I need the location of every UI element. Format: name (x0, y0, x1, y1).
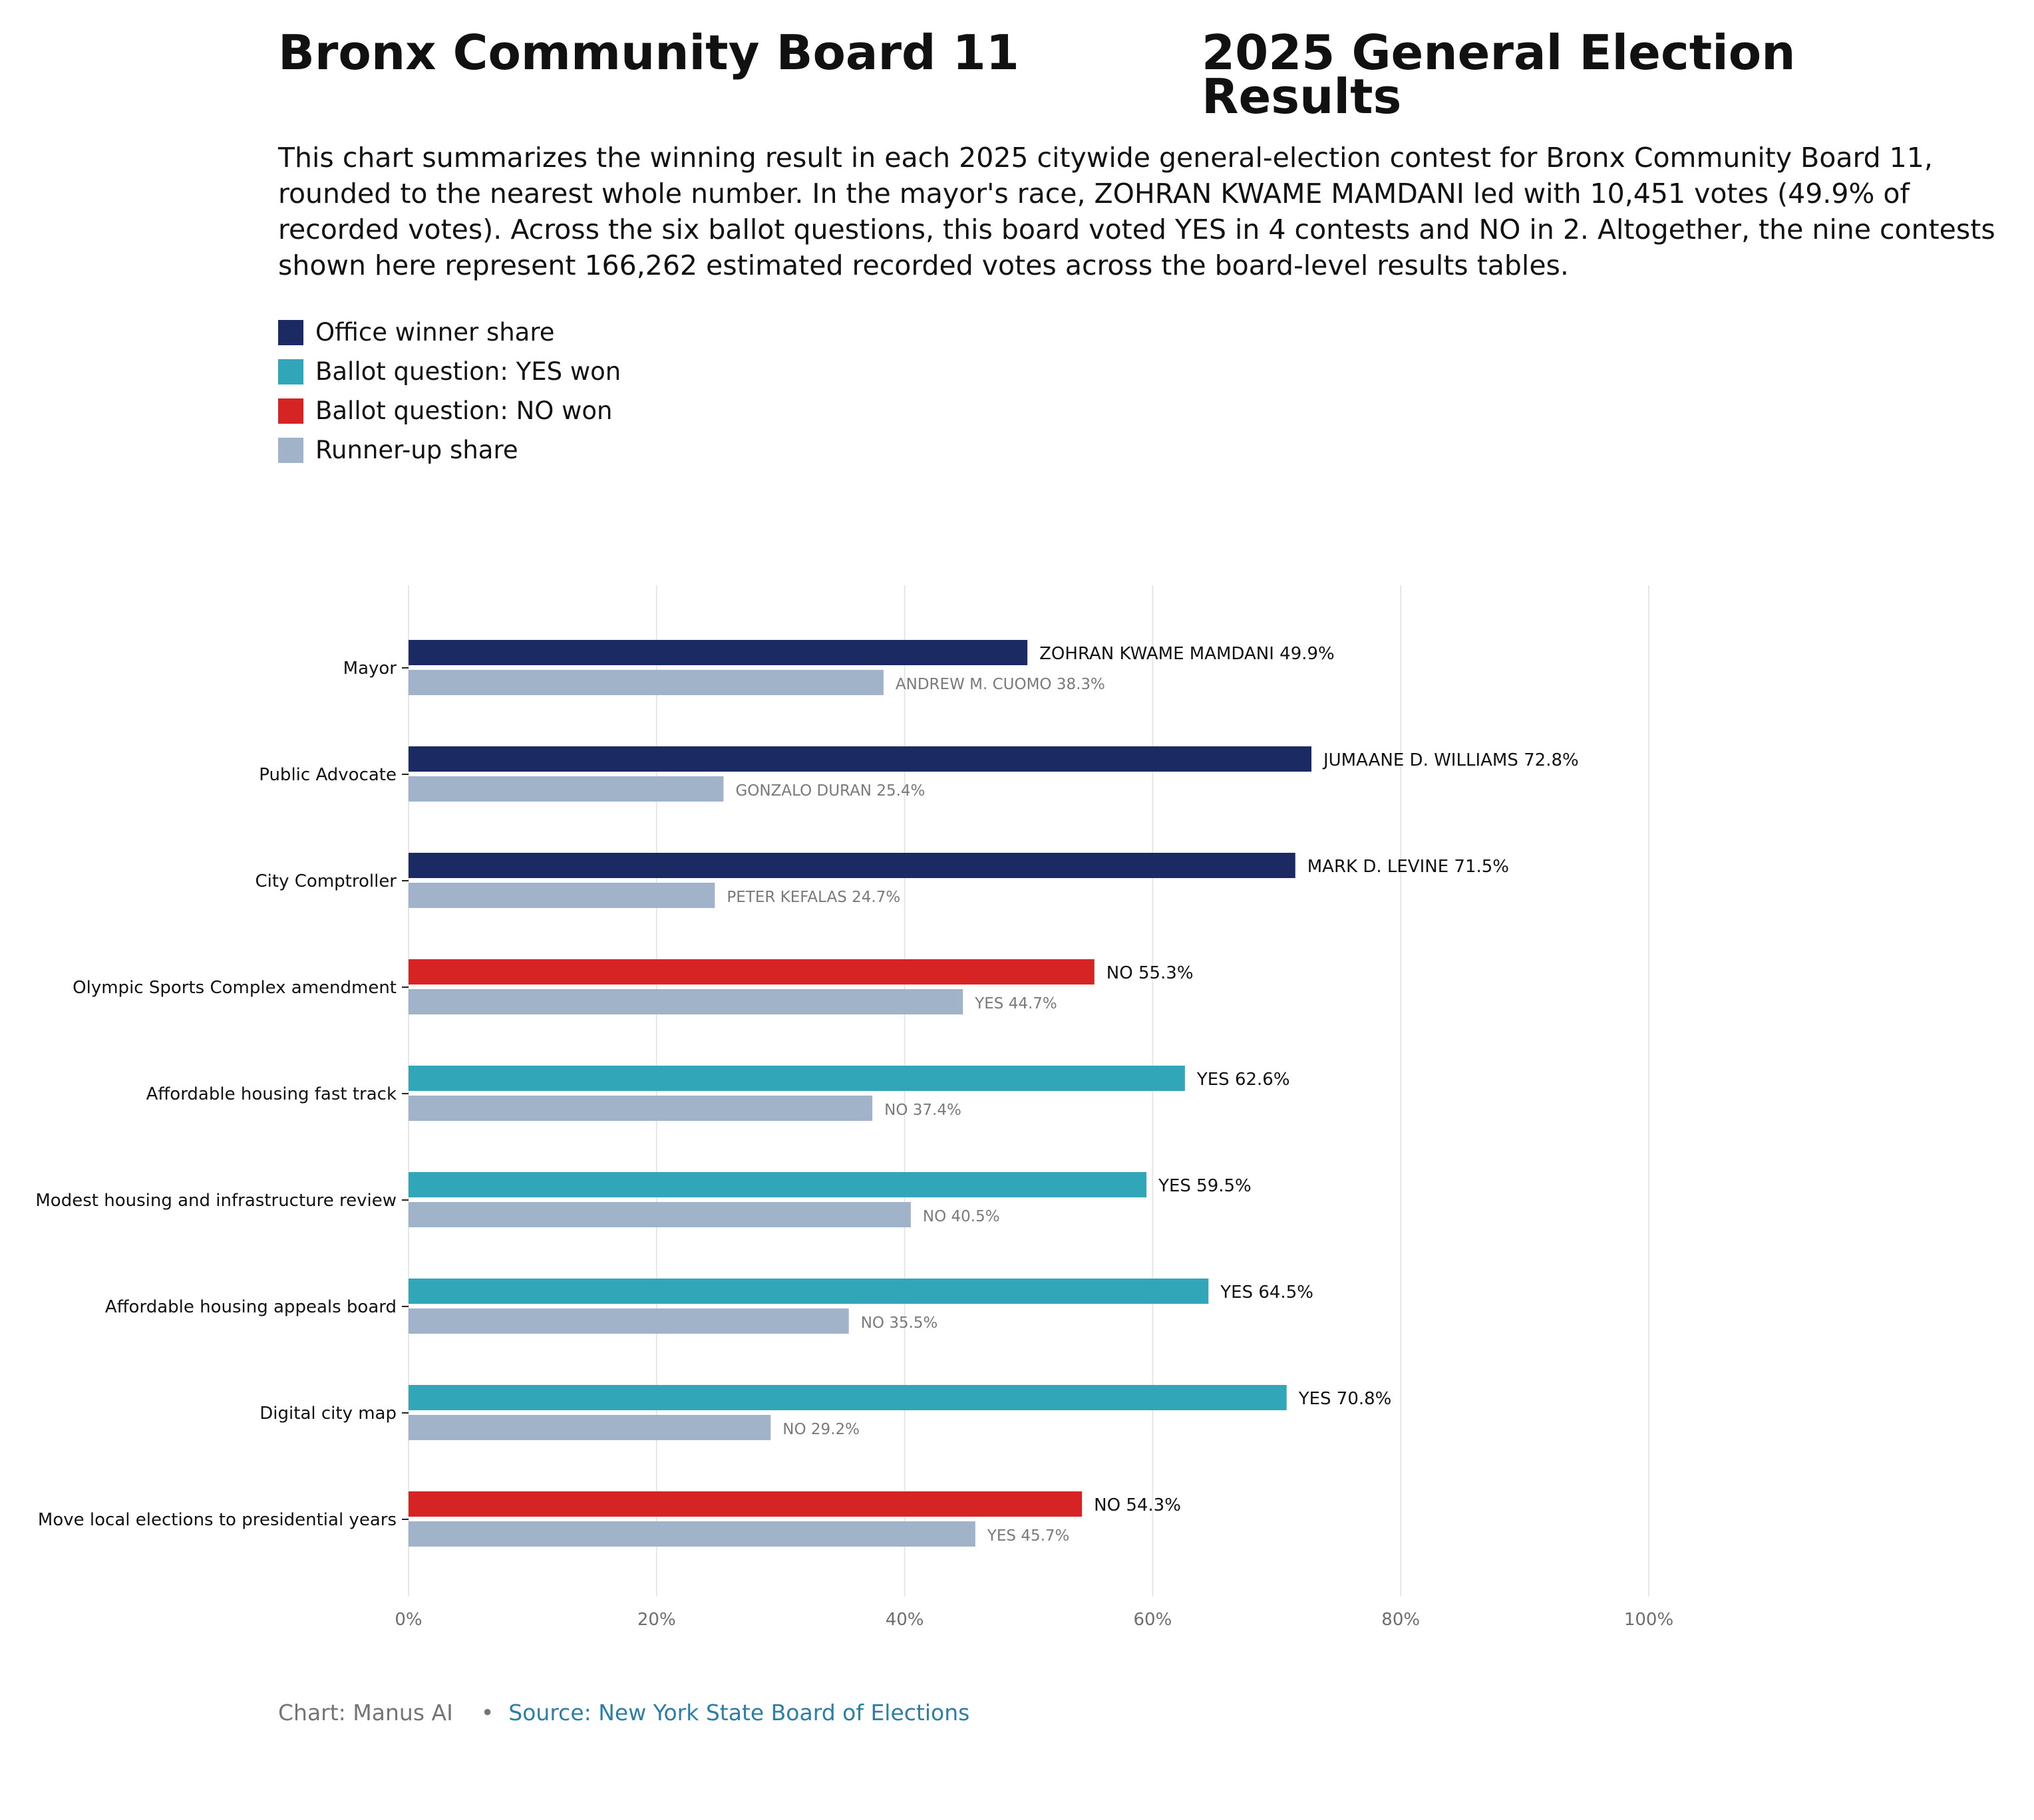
winner-data-label: NO 54.3% (1094, 1495, 1181, 1515)
chart-subtitle: This chart summarizes the winning result… (278, 142, 1995, 281)
legend-label: Ballot question: YES won (315, 357, 621, 386)
legend-item: Ballot question: YES won (278, 352, 621, 391)
winner-data-label: MARK D. LEVINE 71.5% (1307, 857, 1509, 877)
winner-bar (409, 1491, 1083, 1517)
category-label: Olympic Sports Complex amendment (73, 978, 397, 998)
source-link[interactable]: Source: New York State Board of Election… (508, 1700, 970, 1726)
x-tick-label: 100% (1624, 1610, 1673, 1630)
winner-bar (409, 1172, 1147, 1197)
chart-title: Bronx Community Board 11 (278, 25, 1019, 80)
runner-up-bar (409, 989, 963, 1014)
runner-up-bar (409, 1521, 975, 1547)
x-tick-label: 40% (886, 1610, 924, 1630)
runner-up-bar (409, 1308, 849, 1334)
legend-swatch (278, 319, 303, 345)
x-tick-label: 80% (1381, 1610, 1420, 1630)
category-label: Affordable housing appeals board (105, 1297, 397, 1317)
runner-up-data-label: GONZALO DURAN 25.4% (735, 782, 925, 800)
x-tick-label: 20% (637, 1610, 676, 1630)
legend-item: Runner-up share (278, 430, 621, 470)
legend-swatch (278, 359, 303, 384)
winner-bar (409, 959, 1095, 985)
winner-data-label: YES 59.5% (1158, 1176, 1252, 1196)
winner-data-label: YES 64.5% (1220, 1283, 1313, 1302)
category-label: Public Advocate (259, 765, 397, 785)
winner-data-label: YES 70.8% (1298, 1389, 1392, 1409)
winner-bar (409, 1279, 1209, 1304)
winner-bar (409, 1385, 1287, 1410)
chart-credit: Chart: Manus AI (278, 1700, 453, 1726)
category-label: Mayor (343, 659, 397, 679)
winner-bar (409, 853, 1295, 878)
legend: Office winner share Ballot question: YES … (278, 313, 621, 470)
winner-bar (409, 746, 1311, 772)
footer: Chart: Manus AI • Source: New York State B… (278, 1700, 969, 1726)
chart-title-secondary: 2025 General Election Results (1202, 25, 1796, 124)
legend-label: Runner-up share (315, 436, 518, 464)
category-label: City Comptroller (255, 871, 397, 891)
category-label: Affordable housing fast track (146, 1084, 397, 1104)
category-label: Digital city map (259, 1404, 397, 1424)
category-label: Move local elections to presidential yea… (38, 1510, 397, 1530)
bar-chart: 0% 20% 40% 60% 80% 100% Mayor ZOHRAN KWAME MAMD… (35, 585, 1673, 1630)
runner-up-bar (409, 670, 884, 695)
legend-label: Ballot question: NO won (315, 396, 613, 425)
legend-item: Ballot question: NO won (278, 391, 621, 430)
runner-up-data-label: NO 37.4% (884, 1102, 961, 1119)
winner-data-label: YES 62.6% (1196, 1070, 1290, 1090)
x-tick-label: 60% (1134, 1610, 1172, 1630)
runner-up-bar (409, 883, 715, 908)
category-label: Modest housing and infrastructure review (35, 1191, 397, 1211)
winner-data-label: JUMAANE D. WILLIAMS 72.8% (1322, 750, 1579, 770)
runner-up-data-label: YES 44.7% (974, 995, 1057, 1012)
runner-up-data-label: PETER KEFALAS 24.7% (727, 889, 900, 906)
legend-label: Office winner share (315, 318, 555, 347)
legend-swatch (278, 398, 303, 424)
footer-separator: • (480, 1700, 494, 1726)
winner-data-label: NO 55.3% (1106, 963, 1194, 983)
runner-up-bar (409, 1415, 771, 1440)
runner-up-data-label: NO 35.5% (861, 1314, 938, 1332)
runner-up-bar (409, 776, 724, 802)
runner-up-bar (409, 1202, 911, 1227)
runner-up-data-label: YES 45.7% (987, 1527, 1070, 1545)
runner-up-data-label: NO 29.2% (782, 1421, 860, 1438)
winner-data-label: ZOHRAN KWAME MAMDANI 49.9% (1039, 644, 1335, 664)
legend-swatch (278, 437, 303, 463)
winner-bar (409, 1066, 1185, 1091)
x-tick-label: 0% (395, 1610, 422, 1630)
legend-item: Office winner share (278, 313, 621, 352)
runner-up-bar (409, 1096, 873, 1121)
runner-up-data-label: ANDREW M. CUOMO 38.3% (896, 676, 1105, 693)
winner-bar (409, 640, 1028, 665)
runner-up-data-label: NO 40.5% (923, 1208, 1000, 1225)
